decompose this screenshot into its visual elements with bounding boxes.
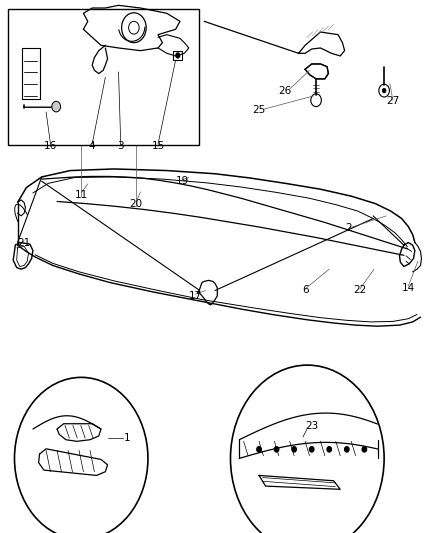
- Text: 4: 4: [88, 141, 95, 151]
- Text: 20: 20: [129, 199, 142, 208]
- Circle shape: [256, 447, 261, 452]
- Text: 27: 27: [385, 96, 399, 106]
- Bar: [8, 9, 198, 145]
- Text: 22: 22: [353, 286, 366, 295]
- Circle shape: [52, 101, 60, 112]
- Text: 23: 23: [304, 422, 318, 431]
- Text: 19: 19: [175, 176, 188, 186]
- Circle shape: [344, 447, 348, 452]
- Text: 11: 11: [74, 190, 88, 199]
- Circle shape: [230, 365, 383, 533]
- Circle shape: [291, 447, 296, 452]
- Text: 15: 15: [151, 141, 164, 151]
- Text: 25: 25: [252, 106, 265, 115]
- Circle shape: [175, 52, 180, 59]
- Text: 17: 17: [188, 291, 201, 301]
- Text: 16: 16: [44, 141, 57, 151]
- Text: 2: 2: [345, 223, 352, 233]
- Circle shape: [361, 447, 366, 452]
- Text: 6: 6: [301, 286, 308, 295]
- Text: 14: 14: [401, 283, 414, 293]
- Text: 1: 1: [124, 433, 131, 443]
- Circle shape: [381, 88, 385, 93]
- Text: 3: 3: [117, 141, 124, 151]
- Circle shape: [326, 447, 331, 452]
- Text: 21: 21: [18, 238, 31, 247]
- Circle shape: [274, 447, 278, 452]
- Circle shape: [309, 447, 313, 452]
- Text: 26: 26: [278, 86, 291, 95]
- Circle shape: [14, 377, 148, 533]
